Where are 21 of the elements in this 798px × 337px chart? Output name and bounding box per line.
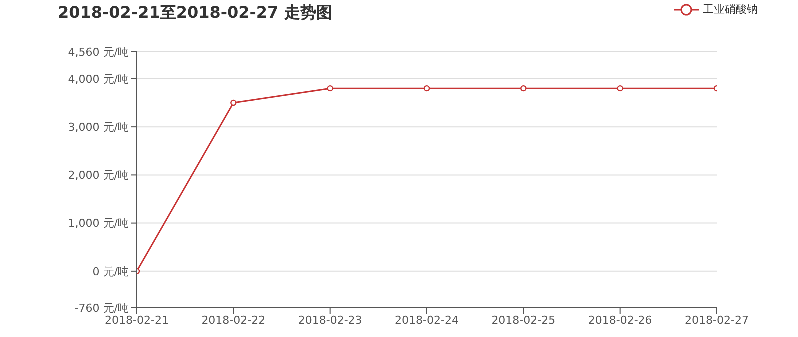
- legend-label: 工业硝酸钠: [703, 2, 758, 17]
- x-tick-label: 2018-02-24: [395, 314, 459, 327]
- point: [520, 85, 527, 92]
- y-tick-label: 3,000 元/吨: [68, 120, 129, 134]
- x-tick-label: 2018-02-21: [105, 314, 169, 327]
- chart-title: 2018-02-21至2018-02-27 走势图: [58, 3, 332, 24]
- point: [230, 100, 237, 106]
- y-tick-label: 4,000 元/吨: [68, 72, 129, 86]
- x-tick-label: 2018-02-25: [492, 314, 556, 327]
- x-tick-label: 2018-02-22: [202, 314, 266, 327]
- x-tick-label: 2018-02-23: [298, 314, 362, 327]
- y-tick-label: 1,000 元/吨: [68, 217, 129, 230]
- x-tick-label: 2018-02-27: [685, 314, 749, 327]
- y-tick-label: 2,000 元/吨: [68, 169, 129, 182]
- y-tick-label: 0 元/吨: [92, 265, 129, 278]
- y-tick-label: 4,560 元/吨: [68, 46, 129, 59]
- point: [424, 85, 430, 92]
- point: [327, 85, 334, 92]
- y-tick-label: -760 元/吨: [74, 302, 129, 315]
- x-tick-label: 2018-02-26: [588, 314, 652, 327]
- point: [617, 85, 624, 92]
